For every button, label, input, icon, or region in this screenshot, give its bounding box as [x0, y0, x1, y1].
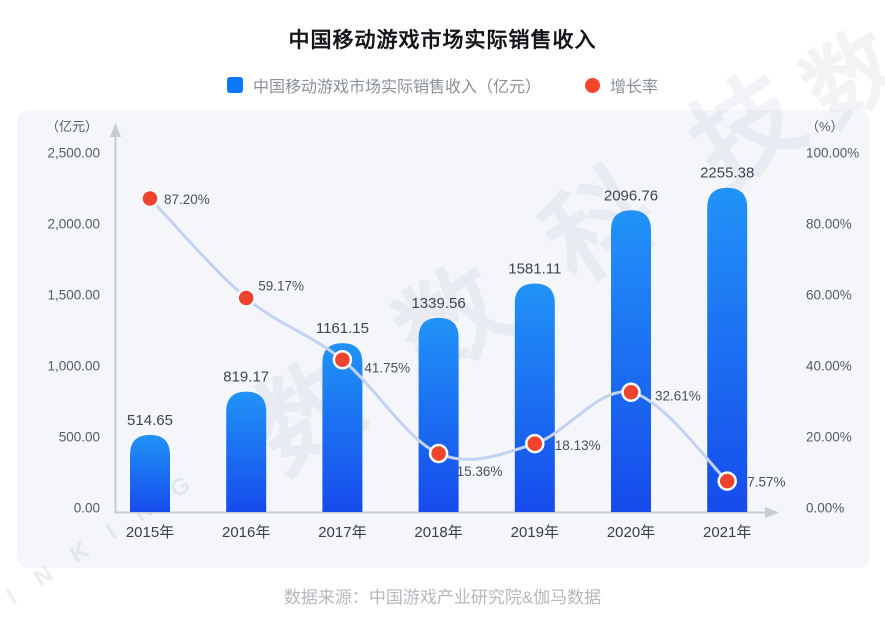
left-axis-tick-0: 0.00 — [74, 501, 100, 516]
bar-4 — [514, 283, 555, 512]
right-axis-tick-1: 20.00% — [806, 430, 852, 445]
left-axis-tick-5: 2,500.00 — [47, 146, 100, 161]
x-tick-label-4: 2019年 — [511, 524, 559, 541]
growth-dot-3 — [428, 443, 449, 464]
bar-value-label-4: 1581.11 — [508, 260, 561, 277]
legend-item-growth: 增长率 — [585, 73, 658, 97]
right-axis-tick-3: 60.00% — [806, 288, 852, 303]
legend: 中国移动游戏市场实际销售收入（亿元） 增长率 — [0, 73, 885, 97]
growth-dot-2 — [332, 350, 353, 370]
growth-label-3: 15.36% — [457, 464, 503, 479]
data-source-note: 数据来源：中国游戏产业研究院&伽马数据 — [283, 588, 602, 607]
right-axis-unit-label: （%） — [806, 119, 844, 134]
x-tick-label-0: 2015年 — [126, 524, 174, 541]
x-tick-label-3: 2018年 — [414, 524, 462, 541]
bar-0 — [130, 434, 170, 512]
bar-value-label-6: 2255.38 — [700, 165, 754, 182]
bar-value-label-0: 514.65 — [127, 412, 173, 429]
x-tick-label-5: 2020年 — [607, 524, 655, 541]
right-axis-tick-4: 80.00% — [806, 217, 852, 232]
right-axis-tick-5: 100.00% — [806, 146, 859, 161]
right-axis-tick-2: 40.00% — [806, 359, 852, 374]
growth-label-4: 18.13% — [555, 438, 601, 453]
growth-label-6: 7.57% — [747, 475, 785, 490]
growth-dot-6 — [717, 471, 737, 491]
left-axis-unit-label: （亿元） — [46, 119, 98, 134]
growth-dot-0 — [140, 188, 160, 209]
legend-label-revenue: 中国移动游戏市场实际销售收入（亿元） — [252, 79, 541, 96]
x-tick-label-1: 2016年 — [222, 524, 270, 541]
bar-5 — [611, 210, 651, 513]
line-series-swatch-icon — [585, 77, 600, 93]
bar-2 — [322, 343, 363, 512]
legend-label-growth: 增长率 — [610, 79, 659, 96]
left-axis-tick-1: 500.00 — [59, 430, 100, 445]
growth-dot-5 — [621, 382, 641, 402]
chart-title: 中国移动游戏市场实际销售收入 — [288, 29, 597, 52]
left-axis-tick-3: 1,500.00 — [47, 288, 100, 303]
bar-1 — [226, 391, 267, 512]
growth-label-1: 59.17% — [258, 278, 304, 293]
left-axis-tick-2: 1,000.00 — [47, 359, 100, 374]
growth-label-2: 41.75% — [364, 360, 410, 375]
legend-item-revenue: 中国移动游戏市场实际销售收入（亿元） — [226, 73, 541, 97]
bar-6 — [707, 187, 748, 513]
x-axis-arrow-icon — [765, 507, 779, 518]
left-axis-tick-4: 2,000.00 — [47, 217, 100, 232]
growth-label-5: 32.61% — [655, 389, 701, 404]
y-axis-arrow-icon — [110, 123, 121, 137]
x-tick-label-2: 2017年 — [318, 524, 366, 541]
bar-3 — [418, 317, 459, 512]
x-tick-label-6: 2021年 — [703, 524, 751, 541]
bar-value-label-1: 819.17 — [223, 369, 269, 386]
growth-label-0: 87.20% — [164, 192, 210, 207]
bar-value-label-2: 1161.15 — [316, 320, 369, 337]
right-axis-tick-0: 0.00% — [806, 501, 844, 516]
bar-value-label-5: 2096.76 — [604, 187, 658, 204]
growth-dot-4 — [525, 433, 545, 454]
bar-series-swatch-icon — [226, 77, 243, 93]
growth-dot-1 — [236, 288, 256, 308]
bar-value-label-3: 1339.56 — [411, 295, 465, 312]
